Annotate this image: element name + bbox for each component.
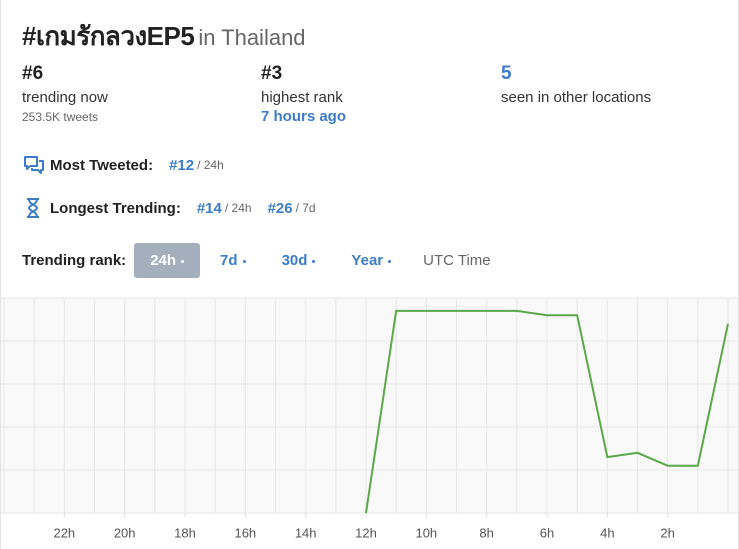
stat-detail[interactable]: 7 hours ago xyxy=(261,108,347,125)
stat-value: #6 xyxy=(22,63,44,84)
header: #เกมรักลวงEP5 in Thailand xyxy=(22,16,306,57)
x-tick-label: 10h xyxy=(415,525,437,540)
chat-icon xyxy=(24,156,44,174)
label: Longest Trending: xyxy=(50,199,181,217)
period: / 7d xyxy=(295,201,316,215)
stat-value: #3 xyxy=(261,63,283,84)
x-tick-label: 16h xyxy=(234,525,256,540)
range-selector: Trending rank: 24h 7d 30d Year UTC Time xyxy=(22,243,491,278)
x-tick-label: 22h xyxy=(53,525,75,540)
period: / 24h xyxy=(224,201,252,215)
x-tick-label: 8h xyxy=(479,525,493,540)
stat-detail: 253.5K tweets xyxy=(22,110,99,124)
most-tweeted: Most Tweeted: #12 / 24h xyxy=(23,155,240,175)
x-tick-label: 4h xyxy=(600,525,614,540)
location: in Thailand xyxy=(198,25,306,50)
rank[interactable]: #26 xyxy=(267,199,293,217)
rank[interactable]: #14 xyxy=(196,199,222,217)
label: Most Tweeted: xyxy=(50,156,154,174)
x-tick-label: 18h xyxy=(174,525,196,540)
x-tick-label: 20h xyxy=(114,525,136,540)
chart: 22h 20h 18h 16h 14h 12h 10h 8h 6h 4h 2h xyxy=(1,297,738,540)
range-tab[interactable]: Year xyxy=(335,243,407,278)
period: / 24h xyxy=(197,158,224,172)
trend-line xyxy=(365,309,729,514)
stat-value[interactable]: 5 xyxy=(501,63,512,84)
stat-label: trending now xyxy=(22,89,108,106)
range-tab[interactable]: 24h xyxy=(134,243,201,278)
hourglass-icon xyxy=(27,198,39,218)
range-tab[interactable]: 7d xyxy=(204,243,262,278)
stat-label: highest rank xyxy=(261,89,343,106)
longest-trending: Longest Trending: #14 / 24h #26 / 7d xyxy=(25,197,332,219)
rank[interactable]: #12 xyxy=(169,156,195,174)
label: Trending rank: xyxy=(22,252,127,269)
stat: #3 highest rank 7 hours ago xyxy=(261,63,346,125)
x-tick-label: 6h xyxy=(540,525,554,540)
x-tick-label: 2h xyxy=(660,525,674,540)
range-tab[interactable]: 30d xyxy=(266,243,332,278)
x-tick-label: 12h xyxy=(355,525,377,540)
hashtag-title: #เกมรักลวงEP5 xyxy=(22,21,195,51)
stat: 5 seen in other locations xyxy=(501,63,651,106)
stat-label: seen in other locations xyxy=(501,89,652,106)
timezone[interactable]: UTC Time xyxy=(423,252,491,269)
stat: #6 trending now 253.5K tweets xyxy=(22,63,108,124)
x-tick-label: 14h xyxy=(295,525,317,540)
tabs: 24h 7d 30d Year xyxy=(134,243,411,278)
plot-area xyxy=(1,298,738,513)
